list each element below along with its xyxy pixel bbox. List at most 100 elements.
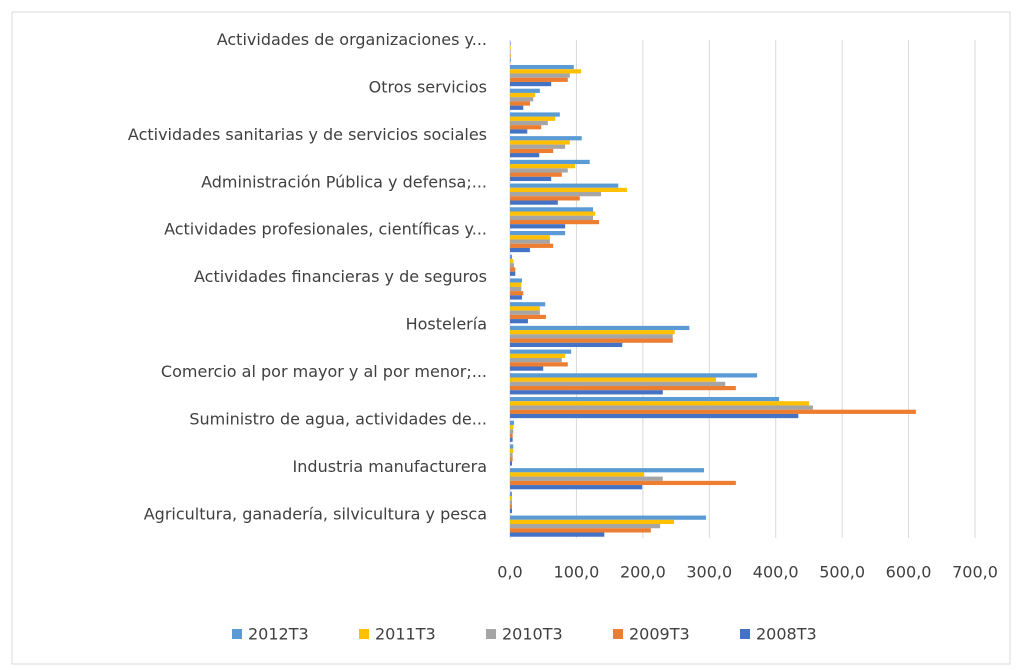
bar [510,377,716,382]
bar [510,468,704,473]
bar [510,429,514,434]
bar [510,444,514,449]
bar [510,325,690,331]
bar [510,64,574,70]
bar [510,420,514,425]
y-tick-label: Actividades sanitarias y de servicios so… [128,125,487,144]
bar [510,129,528,134]
legend-label: 2008T3 [756,625,817,644]
bar [510,385,736,391]
bar [510,362,568,367]
legend-swatch [359,629,369,639]
bar [510,153,540,158]
bar [510,105,524,110]
bar [510,116,556,121]
bar [510,286,522,292]
bar [510,314,546,320]
legend-label: 2009T3 [629,625,690,644]
bar [510,508,512,514]
bar [510,196,580,201]
bar [510,239,550,244]
bar [510,366,544,371]
legend-swatch [613,629,623,639]
bar [510,200,558,205]
bar [510,224,566,229]
bar [510,92,536,98]
bar [510,164,576,169]
x-tick-label: 600,0 [886,563,932,582]
bar [510,330,675,335]
bar [510,58,511,63]
y-tick-label: Administración Pública y defensa;... [201,172,487,191]
bar [510,302,546,307]
bar [510,338,673,343]
bar [510,69,582,74]
bar [510,349,572,354]
bar [510,334,673,339]
bar [510,187,627,193]
y-tick-label: Actividades financieras y de seguros [194,267,487,286]
bar [510,295,522,300]
bar [510,112,560,117]
bar [510,353,566,359]
bar [510,532,605,537]
y-tick-label: Hostelería [406,315,487,334]
bar [510,49,511,54]
bar [510,457,513,462]
bar [510,41,511,46]
bar [510,480,736,486]
x-tick-label: 200,0 [620,563,666,582]
bar [510,461,512,466]
bar [510,504,512,509]
x-tick-label: 700,0 [952,563,998,582]
bar [510,168,568,173]
bar [510,291,524,296]
bar [510,271,516,276]
y-tick-label: Industria manufacturera [293,457,487,476]
bar [510,485,643,490]
bar [510,207,594,212]
y-tick-label: Comercio al por mayor y al por menor;... [161,362,487,381]
bar [510,515,706,520]
bar [510,524,661,529]
bar [510,267,516,272]
bar [510,405,813,410]
bar [510,120,548,126]
bar [510,342,623,348]
bar [510,390,663,395]
y-tick-label: Suministro de agua, actividades de... [189,409,487,428]
bar [510,254,512,259]
bar [510,381,726,386]
bar [510,247,530,253]
bar [510,310,540,315]
bar [510,282,522,287]
bar [510,476,663,481]
legend-swatch [740,629,750,639]
bar [510,472,645,477]
bar [510,101,530,106]
bar [510,373,758,378]
bar [510,88,540,93]
bar [510,263,514,268]
legend-label: 2011T3 [375,625,436,644]
bar [510,243,554,248]
bar [510,358,562,363]
bar [510,192,602,197]
bar [510,528,651,533]
bar [510,81,552,87]
bar [510,73,570,78]
legend-label: 2012T3 [248,625,309,644]
bar [510,500,512,505]
legend-swatch [486,629,496,639]
bar [510,437,513,442]
bar [510,211,596,216]
bar [510,413,799,419]
x-tick-label: 0,0 [497,563,522,582]
bar [510,219,600,225]
bar [510,409,916,414]
bar [510,519,675,525]
bar [510,278,522,283]
y-tick-label: Actividades profesionales, científicas y… [164,220,487,239]
y-tick-label: Agricultura, ganadería, silvicultura y p… [144,504,487,523]
